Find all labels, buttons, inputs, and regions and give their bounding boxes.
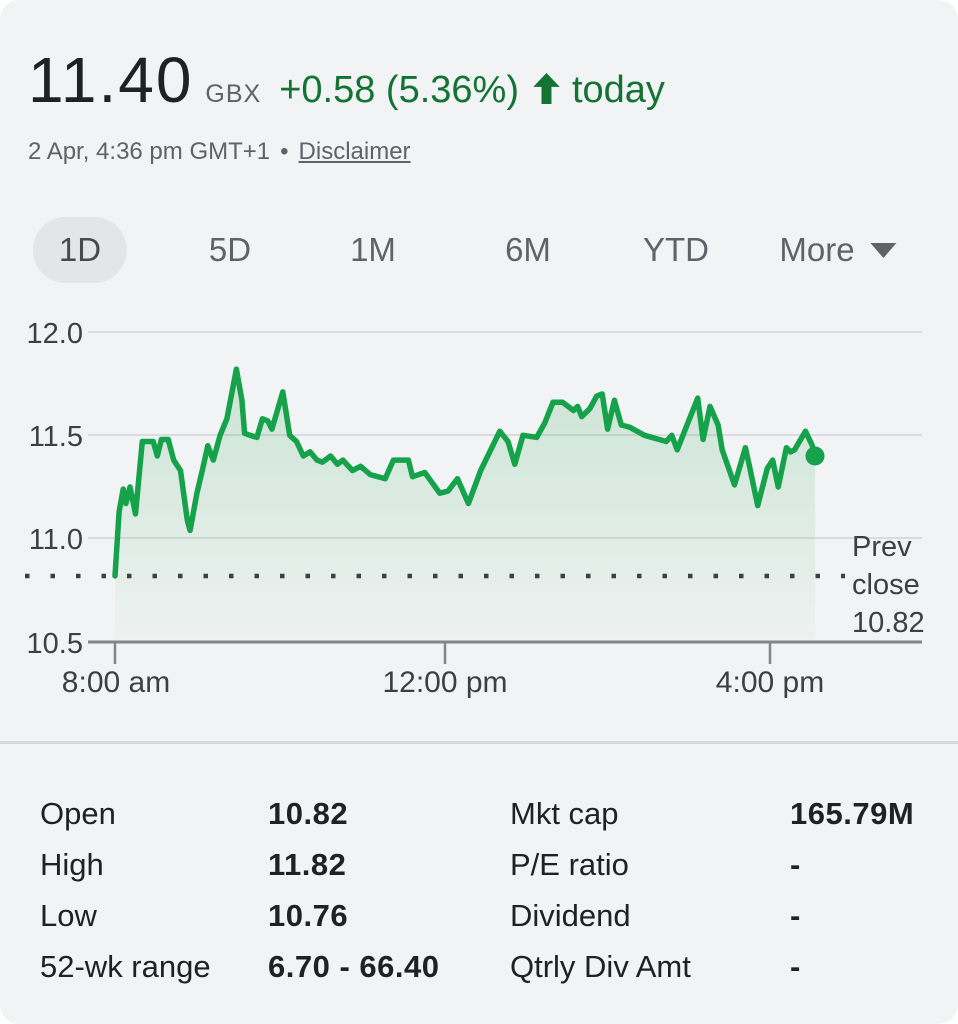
tab-1m[interactable]: 1M: [350, 231, 396, 268]
x-tick-label: 8:00 am: [62, 666, 170, 699]
chevron-down-icon: [870, 242, 897, 258]
stat-value: 6.70 - 66.40: [268, 948, 440, 984]
y-tick-label: 10.5: [27, 628, 83, 660]
disclaimer-link[interactable]: Disclaimer: [298, 138, 411, 165]
price-change: +0.58 (5.36%): [279, 69, 519, 111]
change-period: today: [571, 69, 665, 111]
currency-code: GBX: [205, 80, 262, 108]
tab-more-label: More: [779, 231, 855, 268]
y-tick-label: 12.0: [27, 318, 83, 350]
key-stats-table: Open 10.82 Mkt cap 165.79M High 11.82 P/…: [40, 788, 928, 992]
tab-more[interactable]: More: [779, 217, 897, 283]
tab-1d[interactable]: 1D: [32, 217, 128, 283]
up-arrow-icon: [533, 73, 560, 109]
stat-label: 52-wk range: [40, 948, 211, 984]
stat-value: 10.76: [268, 897, 349, 933]
section-divider: [0, 741, 958, 744]
current-price-dot: [805, 446, 825, 466]
stat-value: -: [790, 948, 801, 984]
current-price: 11.40: [28, 44, 194, 116]
quote-meta: 2 Apr, 4:36 pm GMT+1 • Disclaimer: [28, 138, 411, 166]
stat-value: -: [790, 846, 801, 882]
stat-label: Dividend: [510, 897, 631, 933]
y-tick-label: 11.5: [29, 421, 83, 453]
price-header: 11.40 GBX +0.58 (5.36%) today: [28, 48, 665, 112]
stat-label: High: [40, 846, 104, 882]
stat-label: Mkt cap: [510, 795, 619, 831]
range-tabs: 1D 5D 1M 6M YTD More: [0, 217, 958, 283]
stat-value: 165.79M: [790, 795, 915, 831]
prev-close-label: Prev: [852, 531, 912, 563]
separator-dot: •: [280, 138, 289, 165]
tab-6m[interactable]: 6M: [505, 231, 551, 268]
y-tick-label: 11.0: [29, 524, 83, 556]
stat-label: Low: [40, 897, 97, 933]
stat-label: Open: [40, 795, 116, 831]
prev-close-label: close: [852, 569, 920, 601]
stat-value: 10.82: [268, 795, 349, 831]
stat-label: Qtrly Div Amt: [510, 948, 691, 984]
x-tick-label: 12:00 pm: [382, 666, 507, 699]
tab-ytd[interactable]: YTD: [643, 231, 709, 268]
stat-value: -: [790, 897, 801, 933]
price-chart[interactable]: 12.0 11.5 11.0 10.5 8:00 am 12:00 pm 4:0…: [0, 300, 958, 750]
prev-close-value: 10.82: [852, 607, 925, 639]
stat-label: P/E ratio: [510, 846, 629, 882]
x-tick-label: 4:00 pm: [716, 666, 824, 699]
tab-5d[interactable]: 5D: [208, 231, 252, 268]
stat-value: 11.82: [268, 846, 347, 882]
quote-timestamp: 2 Apr, 4:36 pm GMT+1: [28, 138, 271, 165]
price-line: [112, 366, 818, 579]
